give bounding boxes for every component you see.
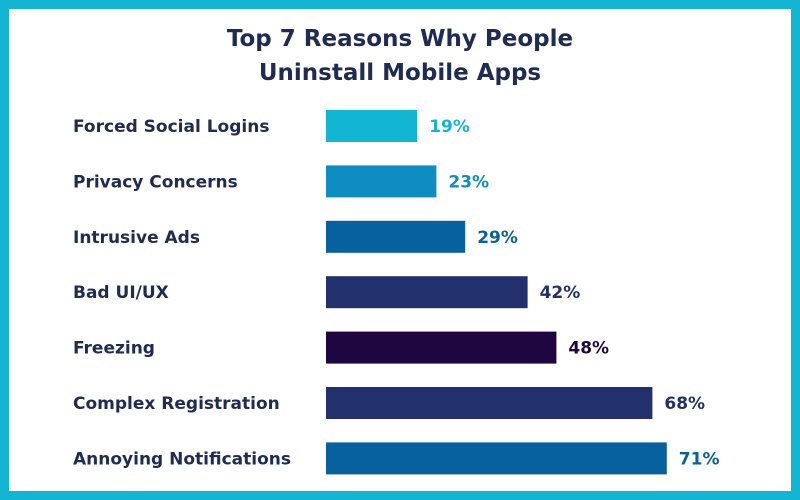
bar xyxy=(326,331,557,364)
value-label: 29% xyxy=(477,228,518,248)
category-label: Privacy Concerns xyxy=(73,172,238,192)
bar xyxy=(326,276,528,309)
category-label: Freezing xyxy=(73,339,155,359)
category-label: Complex Registration xyxy=(73,394,280,414)
value-label: 42% xyxy=(540,283,581,303)
chart-title-line-2: Uninstall Mobile Apps xyxy=(258,60,542,86)
category-label: Intrusive Ads xyxy=(73,228,200,248)
chart-title: Top 7 Reasons Why People Uninstall Mobil… xyxy=(0,22,800,90)
category-label: Annoying Notifications xyxy=(73,449,291,469)
value-label: 19% xyxy=(429,117,470,137)
category-label: Bad UI/UX xyxy=(73,283,169,303)
value-label: 68% xyxy=(664,394,705,414)
bar xyxy=(326,220,466,253)
bar xyxy=(326,165,437,198)
chart-title-line-1: Top 7 Reasons Why People xyxy=(226,26,574,52)
bar xyxy=(326,110,418,142)
value-label: 48% xyxy=(568,339,609,359)
bar xyxy=(326,387,653,419)
value-label: 23% xyxy=(448,172,489,192)
bar xyxy=(326,442,667,475)
category-label: Forced Social Logins xyxy=(73,117,269,137)
value-label: 71% xyxy=(679,449,720,469)
